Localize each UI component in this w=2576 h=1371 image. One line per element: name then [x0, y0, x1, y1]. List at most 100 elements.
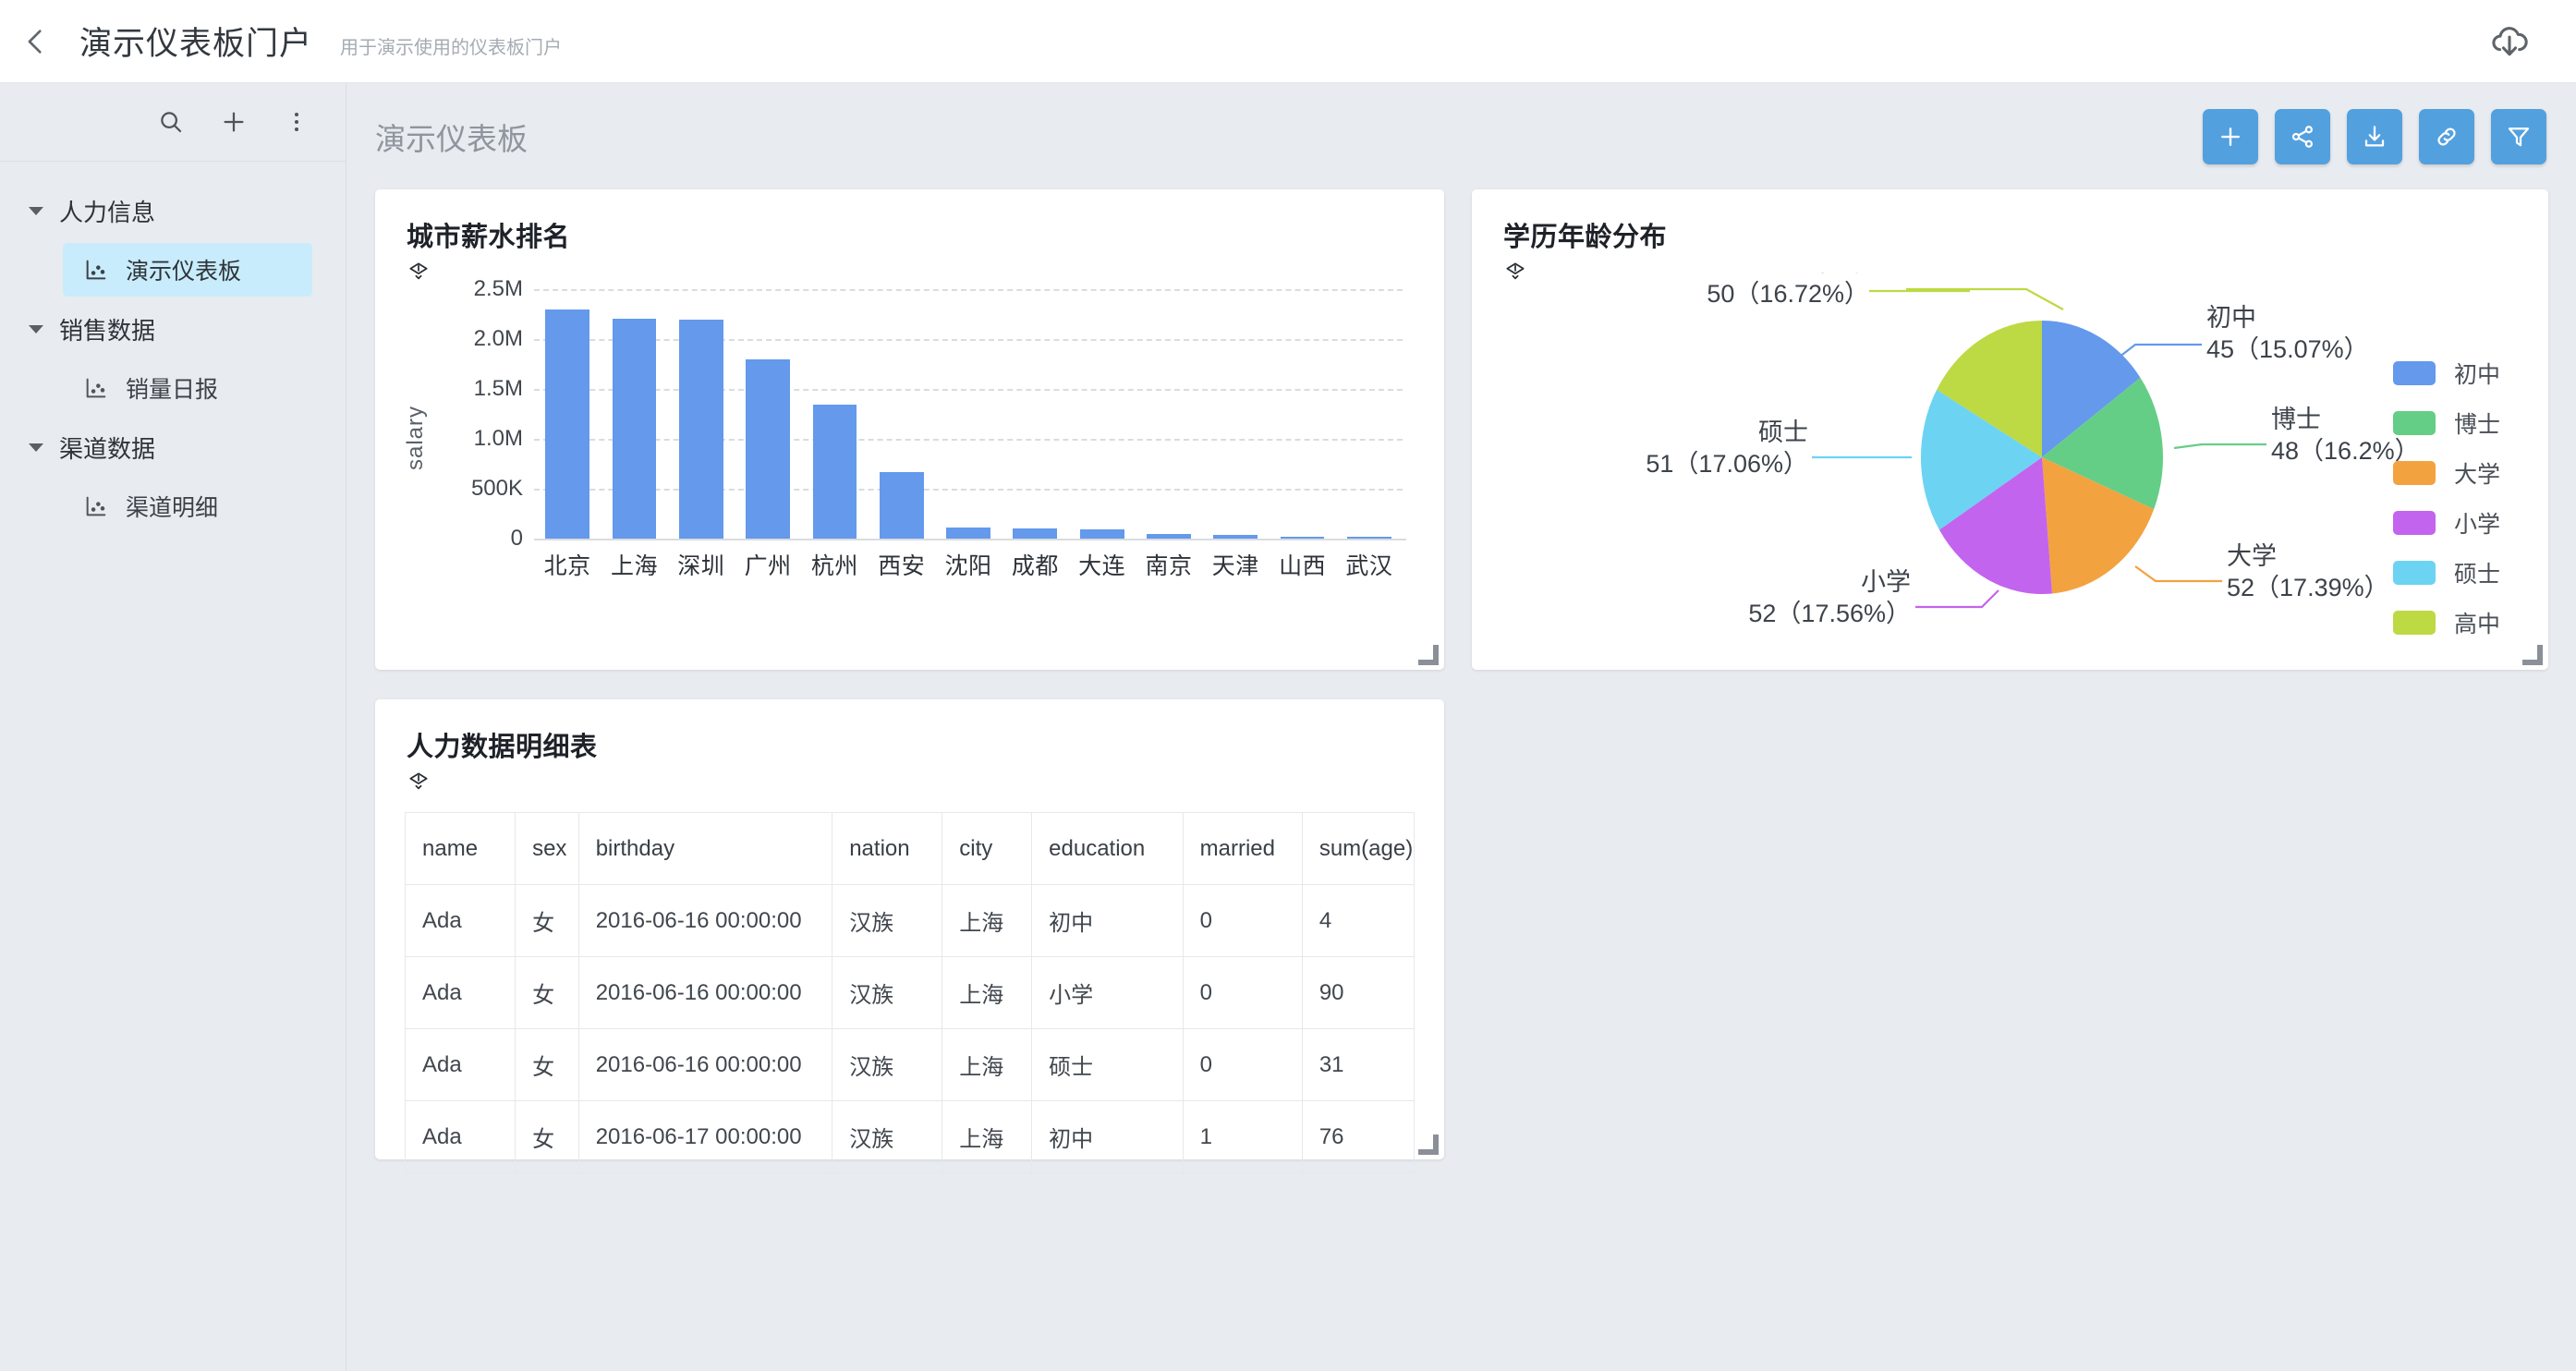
bar[interactable]	[678, 320, 723, 539]
y-axis-tick-label: 1.0M	[473, 426, 523, 451]
bar-column[interactable]	[601, 289, 667, 539]
more-vertical-icon	[295, 113, 298, 131]
share-button[interactable]	[2275, 108, 2330, 164]
dashboard-content: 演示仪表板	[347, 83, 2576, 1371]
chart-icon	[83, 492, 111, 520]
bar-column[interactable]	[801, 289, 868, 539]
pie-label-chuzhong-name: 初中	[2206, 304, 2256, 332]
table-column-header[interactable]: birthday	[577, 812, 833, 885]
bar[interactable]	[1079, 528, 1124, 539]
sidebar-item-demo-dashboard[interactable]: 演示仪表板	[63, 243, 312, 297]
widget-resize-handle[interactable]	[1418, 1134, 1439, 1155]
bar-column[interactable]	[1136, 289, 1202, 539]
sidebar-more-button[interactable]	[281, 106, 312, 138]
pie-slice[interactable]	[2042, 457, 2155, 594]
link-button[interactable]	[2419, 108, 2474, 164]
table-row[interactable]: Ada 女 2016-06-16 00:00:00 汉族 上海 硕士 0 31	[404, 1028, 1416, 1101]
pie-slice[interactable]	[1938, 457, 2053, 594]
pie-slice[interactable]	[1921, 389, 2042, 530]
filter-icon	[2508, 127, 2530, 146]
pie-label-xiaoxue-value: 52（17.56%）	[1748, 600, 1911, 627]
table-column-header[interactable]: nation	[832, 812, 943, 885]
x-axis-tick-label: 杭州	[810, 553, 858, 579]
table-column-header[interactable]: sex	[515, 812, 579, 885]
table-row[interactable]: Ada 女 2016-06-16 00:00:00 汉族 上海 初中 0 4	[404, 884, 1416, 957]
bar-column[interactable]	[1336, 289, 1403, 539]
table-column-header[interactable]: city	[942, 812, 1033, 885]
table-row[interactable]: Ada 女 2016-06-17 00:00:00 汉族 上海 初中 1 76	[404, 1100, 1416, 1173]
table-cell: 汉族	[832, 956, 943, 1029]
bar-column[interactable]	[869, 289, 935, 539]
pie-chart: 高中 50（16.72%） 初中 45（15.07%） 博士 48（16.2%）…	[1472, 273, 2548, 661]
x-axis-tick-label: 南京	[1145, 553, 1193, 579]
bar[interactable]	[1147, 534, 1191, 539]
bar-column[interactable]	[1202, 289, 1269, 539]
sidebar-item-channel-detail[interactable]: 渠道明细	[63, 479, 312, 533]
table-column-header[interactable]: sum(age)	[1301, 812, 1416, 885]
table-cell: 0	[1182, 884, 1303, 957]
widget-resize-handle[interactable]	[1418, 645, 1439, 665]
sidebar-group-sales[interactable]: 销售数据	[0, 300, 346, 358]
pie-label-gaozhong-name: 高中	[1819, 273, 1869, 276]
sidebar: 人力信息 演示仪表板 销售数据	[0, 83, 346, 1371]
table-column-header[interactable]: married	[1182, 812, 1303, 885]
widget-expand-icon[interactable]	[375, 764, 1444, 798]
pie-label-xiaoxue-name: 小学	[1861, 568, 1911, 596]
sidebar-group-channel[interactable]: 渠道数据	[0, 419, 346, 476]
back-button[interactable]	[0, 0, 72, 83]
add-widget-button[interactable]	[2203, 108, 2258, 164]
widget-title: 人力数据明细表	[407, 733, 598, 762]
widget-resize-handle[interactable]	[2522, 645, 2543, 665]
sidebar-item-sales-daily[interactable]: 销量日报	[63, 361, 312, 415]
bar[interactable]	[1347, 537, 1391, 539]
bar[interactable]	[612, 319, 657, 539]
bar-column[interactable]	[534, 289, 601, 539]
pie-slice[interactable]	[2042, 321, 2141, 457]
widget-expand-icon[interactable]	[375, 254, 1444, 288]
pie-slice[interactable]	[2042, 377, 2163, 510]
sidebar-item-label: 销量日报	[126, 377, 219, 403]
table-column-header[interactable]: education	[1031, 812, 1184, 885]
table-cell: 汉族	[832, 1100, 943, 1173]
bar-column[interactable]	[668, 289, 735, 539]
table-row[interactable]: Ada 女 2016-06-16 00:00:00 汉族 上海 小学 0 90	[404, 956, 1416, 1029]
bar[interactable]	[746, 358, 790, 539]
y-axis-tick-label: 500K	[470, 476, 523, 501]
bar[interactable]	[879, 471, 924, 539]
x-axis-tick-label: 北京	[543, 553, 591, 579]
sidebar-add-button[interactable]	[218, 106, 249, 138]
bar[interactable]	[1213, 535, 1258, 539]
table-column-header[interactable]: name	[404, 812, 516, 885]
sidebar-toolbar	[0, 83, 346, 162]
sidebar-search-button[interactable]	[155, 106, 187, 138]
legend-item[interactable]: 博士	[2392, 398, 2500, 448]
legend-item[interactable]: 初中	[2392, 348, 2500, 398]
filter-button[interactable]	[2491, 108, 2546, 164]
legend-item[interactable]: 高中	[2392, 598, 2500, 648]
bar-column[interactable]	[1269, 289, 1335, 539]
legend-item[interactable]: 硕士	[2392, 548, 2500, 598]
pie-slice[interactable]	[1937, 321, 2042, 457]
table-body: Ada 女 2016-06-16 00:00:00 汉族 上海 初中 0 4 Ada 女 2016-…	[404, 884, 1416, 1173]
bar-column[interactable]	[1002, 289, 1068, 539]
download-button[interactable]	[2347, 108, 2402, 164]
bar[interactable]	[1280, 536, 1325, 539]
cloud-download-button[interactable]	[2484, 16, 2535, 67]
bar-column[interactable]	[1069, 289, 1136, 539]
widget-title: 学历年龄分布	[1503, 223, 1668, 252]
sidebar-group-hr[interactable]: 人力信息	[0, 182, 346, 239]
bar[interactable]	[545, 309, 590, 539]
bar-column[interactable]	[935, 289, 1002, 539]
table-cell: 2016-06-16 00:00:00	[577, 884, 833, 957]
bar[interactable]	[1013, 528, 1058, 539]
bar-column[interactable]	[735, 289, 801, 539]
cloud-download-icon	[2492, 26, 2528, 55]
legend-item[interactable]: 大学	[2392, 448, 2500, 498]
bar[interactable]	[812, 405, 857, 539]
widget-hr-detail-table: 人力数据明细表 name sex birthday nation city educati…	[375, 699, 1444, 1173]
chart-icon	[83, 256, 111, 284]
widget-expand-icon[interactable]	[1472, 254, 2548, 288]
table-scroll[interactable]: name sex birthday nation city education marrie…	[404, 812, 1416, 1173]
legend-item[interactable]: 小学	[2392, 498, 2500, 548]
bar[interactable]	[946, 528, 990, 539]
